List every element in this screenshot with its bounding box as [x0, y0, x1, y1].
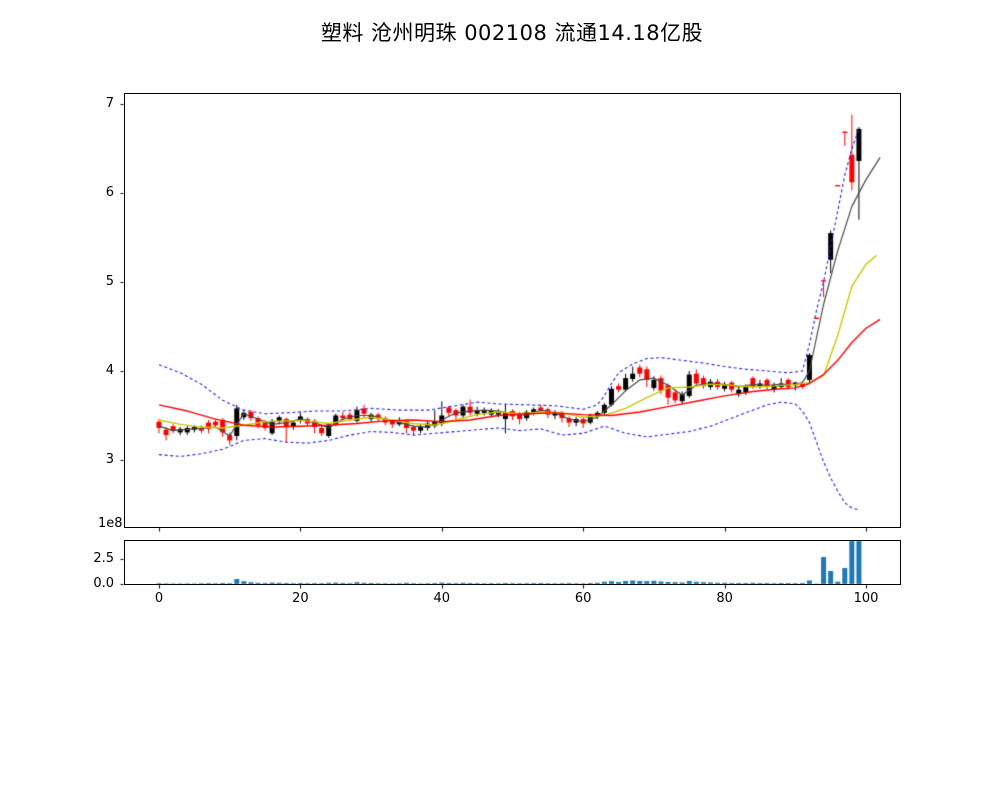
x-tick-label: 80	[716, 591, 733, 606]
price-tick-label: 4	[105, 363, 114, 378]
price-tick-label: 6	[105, 185, 114, 200]
volume-tick-label: 0.0	[93, 576, 114, 591]
x-tick-label: 100	[853, 591, 879, 606]
chart-title: 塑料 沧州明珠 002108 流通14.18亿股	[320, 21, 704, 45]
x-tick-label: 20	[292, 591, 309, 606]
x-tick-label: 60	[574, 591, 592, 606]
price-tick-label: 3	[105, 452, 114, 467]
x-tick-label: 0	[154, 591, 164, 606]
x-tick-label: 40	[433, 591, 451, 606]
price-axes	[124, 93, 901, 528]
volume-offset-label: 1e8	[98, 516, 123, 531]
price-tick-label: 7	[105, 96, 114, 111]
volume-axes	[124, 540, 901, 585]
volume-tick-label: 2.5	[93, 551, 114, 566]
price-tick-label: 5	[105, 274, 114, 289]
